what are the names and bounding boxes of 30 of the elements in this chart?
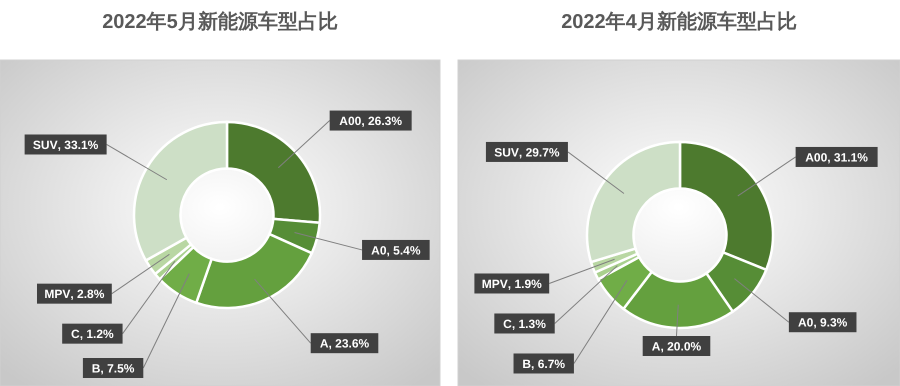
data-label: , 31.1%	[827, 150, 868, 164]
data-label: , 29.7%	[518, 145, 560, 160]
chart-title: 2022年4月新能源车型占比	[561, 10, 797, 33]
slice-label: A	[320, 336, 329, 351]
slice-label: MPV	[482, 276, 508, 291]
data-label: , 33.1%	[58, 138, 99, 152]
chart-title: 2022年5月新能源车型占比	[102, 10, 338, 33]
slice-label: A0	[798, 316, 814, 330]
slice-label: A00	[339, 114, 362, 128]
slice-label: B	[92, 362, 101, 376]
data-label: , 5.4%	[386, 243, 421, 258]
data-label: , 23.6%	[328, 336, 370, 351]
data-label: , 26.3%	[361, 114, 402, 128]
data-label: , 1.3%	[512, 316, 546, 331]
data-label: , 9.3%	[813, 316, 848, 330]
slice-label: SUV	[32, 138, 58, 152]
slice-label: C	[71, 327, 80, 342]
data-label: , 7.5%	[100, 362, 135, 376]
data-label: , 1.9%	[508, 276, 542, 291]
data-label: , 2.8%	[70, 287, 105, 302]
data-label: , 20.0%	[660, 340, 702, 354]
slice-label: C	[503, 316, 512, 331]
slice-label: B	[522, 356, 532, 371]
slice-label: A00	[805, 150, 828, 164]
slice-label: A	[652, 340, 661, 354]
data-label: , 1.2%	[80, 327, 114, 342]
slice-label: MPV	[44, 287, 70, 302]
slice-label: SUV	[494, 145, 519, 160]
slice-label: A0	[371, 243, 387, 258]
data-label: , 6.7%	[531, 356, 566, 371]
